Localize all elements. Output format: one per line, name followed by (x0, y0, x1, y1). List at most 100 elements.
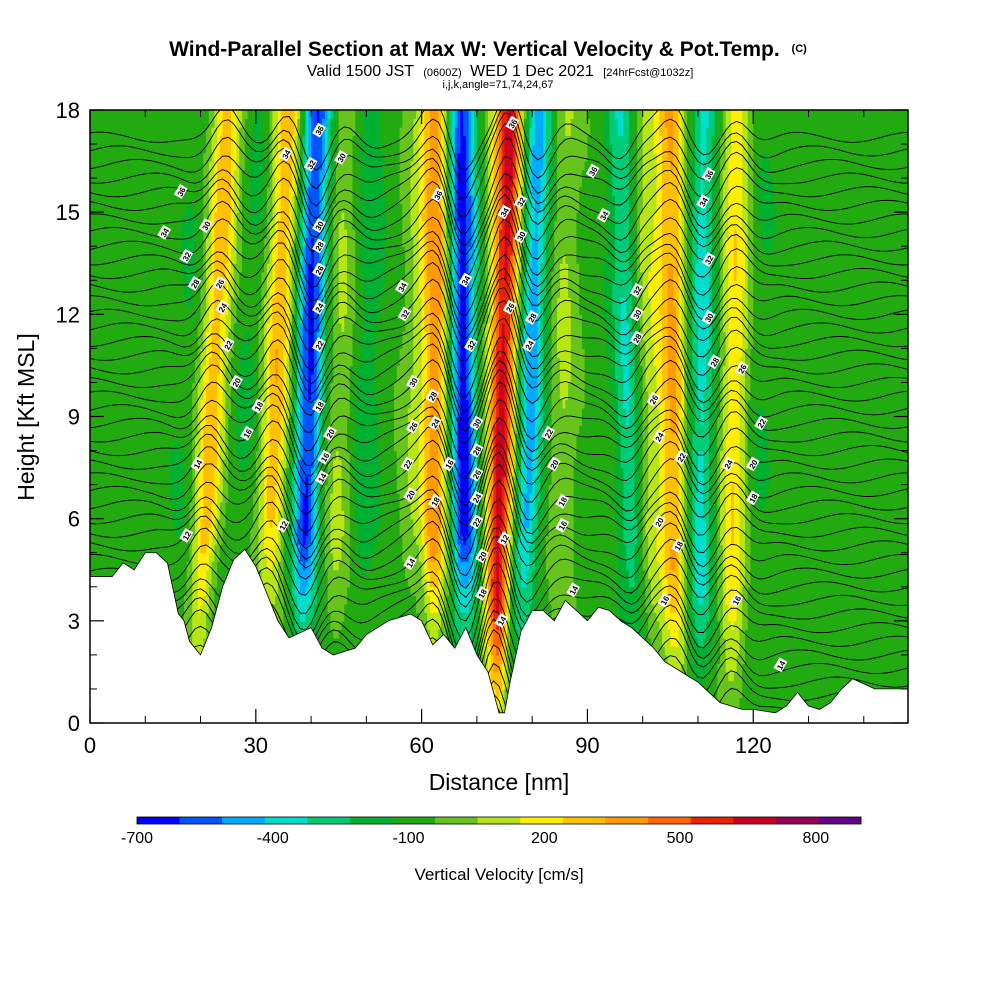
velocity-cell (300, 382, 304, 392)
velocity-cell (490, 518, 495, 528)
velocity-cell (662, 629, 671, 639)
velocity-cell (725, 569, 741, 579)
velocity-cell (225, 280, 229, 290)
velocity-cell (90, 459, 171, 469)
velocity-cell (501, 697, 506, 707)
velocity-cell (581, 331, 608, 341)
velocity-cell (722, 442, 727, 452)
velocity-cell (534, 442, 539, 452)
velocity-cell (302, 322, 309, 332)
velocity-cell (313, 254, 320, 264)
velocity-cell (645, 586, 652, 596)
velocity-cell (380, 305, 406, 315)
velocity-cell (731, 535, 735, 545)
velocity-cell (667, 288, 674, 298)
velocity-cell (709, 654, 721, 664)
velocity-cell (714, 433, 718, 443)
velocity-cell (454, 356, 459, 367)
velocity-cell (347, 586, 412, 596)
velocity-cell (233, 237, 238, 247)
velocity-cell (606, 237, 616, 247)
velocity-cell (512, 459, 517, 469)
velocity-cell (692, 365, 699, 375)
velocity-cell (570, 365, 586, 375)
velocity-cell (452, 407, 456, 418)
velocity-cell (454, 246, 459, 256)
velocity-cell (192, 416, 199, 426)
velocity-cell (543, 373, 550, 384)
velocity-cell (313, 450, 318, 460)
velocity-cell (626, 407, 630, 418)
velocity-cell (446, 314, 450, 324)
velocity-cell (496, 552, 500, 562)
velocity-cell (288, 612, 296, 622)
velocity-cell (286, 229, 293, 239)
velocity-cell (338, 237, 348, 247)
velocity-cell (756, 476, 771, 486)
velocity-cell (485, 331, 489, 341)
velocity-cell (195, 450, 202, 460)
velocity-cell (438, 603, 445, 613)
velocity-cell (684, 271, 688, 281)
velocity-cell (662, 237, 680, 247)
velocity-cell (330, 620, 343, 630)
velocity-cell (443, 373, 448, 384)
velocity-cell (493, 365, 497, 375)
velocity-cell (512, 510, 517, 520)
velocity-cell (324, 484, 334, 494)
velocity-cell (537, 322, 542, 332)
velocity-cell (662, 314, 669, 324)
velocity-cell (280, 416, 285, 426)
velocity-cell (493, 663, 500, 673)
velocity-cell (283, 629, 293, 639)
velocity-cell (717, 518, 721, 528)
velocity-cell (452, 263, 456, 273)
velocity-cell (678, 527, 682, 537)
velocity-cell (521, 476, 528, 486)
velocity-cell (449, 407, 453, 418)
velocity-cell (322, 518, 326, 528)
velocity-cell (722, 305, 729, 315)
velocity-cell (288, 459, 293, 469)
velocity-cell (512, 527, 517, 537)
velocity-cell (764, 246, 774, 256)
velocity-cell (714, 535, 718, 545)
velocity-cell (239, 288, 262, 298)
velocity-cell (454, 561, 459, 571)
velocity-cell (670, 425, 677, 435)
velocity-cell (316, 348, 320, 358)
velocity-cell (380, 518, 401, 528)
velocity-cell (316, 518, 320, 528)
velocity-cell (349, 390, 359, 401)
velocity-cell (711, 254, 718, 264)
velocity-cell (457, 305, 461, 315)
velocity-cell (692, 459, 699, 469)
velocity-cell (250, 331, 260, 341)
velocity-cell (418, 442, 425, 452)
velocity-cell (664, 416, 671, 426)
velocity-cell (645, 365, 658, 375)
velocity-cell (457, 348, 461, 358)
velocity-cell (429, 637, 437, 647)
velocity-cell (634, 416, 641, 426)
velocity-cell (684, 569, 688, 579)
velocity-cell (261, 459, 265, 469)
velocity-cell (344, 322, 354, 332)
velocity-cell (617, 390, 624, 401)
velocity-cell (214, 484, 218, 494)
velocity-cell (457, 578, 461, 588)
velocity-cell (313, 433, 318, 443)
velocity-cell (424, 425, 431, 435)
velocity-cell (487, 637, 492, 647)
velocity-cell (499, 322, 503, 332)
velocity-cell (427, 476, 439, 486)
velocity-cell (192, 637, 204, 647)
velocity-cell (717, 561, 724, 571)
velocity-cell (764, 416, 908, 426)
velocity-cell (493, 390, 497, 401)
velocity-cell (217, 373, 224, 384)
velocity-cell (465, 237, 472, 247)
velocity-cell (720, 390, 724, 401)
velocity-cell (443, 348, 448, 358)
velocity-cell (197, 552, 210, 562)
